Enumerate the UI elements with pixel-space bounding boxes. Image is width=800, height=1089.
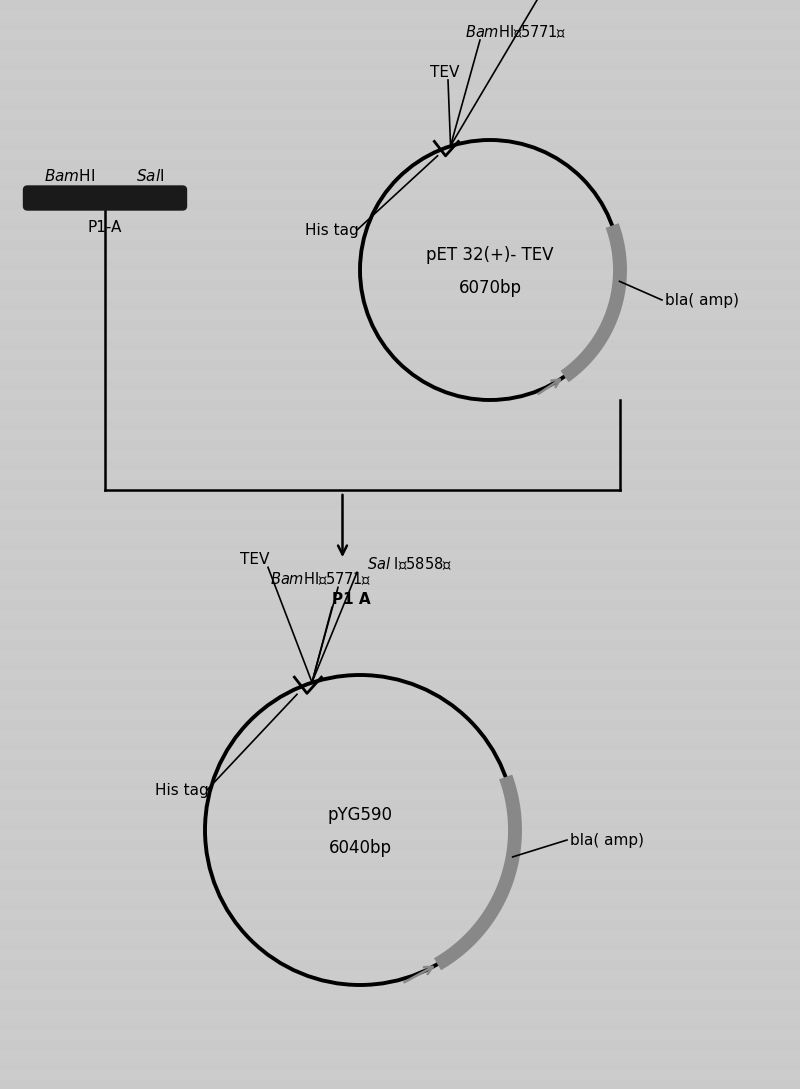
Bar xyxy=(0,79,800,90)
Bar xyxy=(0,600,800,610)
Bar xyxy=(0,1080,800,1089)
Bar xyxy=(0,40,800,50)
Text: His tag: His tag xyxy=(155,783,209,797)
Text: P1 A: P1 A xyxy=(332,592,370,608)
Text: $\mathit{Sal}$ I（5858）: $\mathit{Sal}$ I（5858） xyxy=(367,555,452,573)
Bar xyxy=(0,100,800,110)
Text: bla( amp): bla( amp) xyxy=(665,293,739,307)
Bar xyxy=(0,880,800,890)
Bar xyxy=(0,521,800,530)
Bar xyxy=(0,700,800,710)
Bar xyxy=(0,440,800,450)
Bar xyxy=(0,840,800,851)
Text: P1-A: P1-A xyxy=(88,220,122,235)
Bar xyxy=(0,280,800,290)
Bar xyxy=(0,360,800,370)
Bar xyxy=(0,640,800,650)
Bar xyxy=(0,580,800,590)
Bar xyxy=(0,1020,800,1030)
Bar xyxy=(0,240,800,250)
Bar xyxy=(0,460,800,470)
Text: His tag: His tag xyxy=(305,222,358,237)
Text: TEV: TEV xyxy=(240,552,270,567)
Bar xyxy=(0,660,800,670)
Bar xyxy=(0,380,800,390)
Bar xyxy=(0,980,800,990)
Text: $\mathit{Bam}$HI（5771）: $\mathit{Bam}$HI（5771） xyxy=(270,571,371,587)
Bar xyxy=(0,720,800,730)
Bar xyxy=(0,260,800,270)
Bar xyxy=(0,0,800,10)
Text: $\bf{\mathit{Sal}}$I: $\bf{\mathit{Sal}}$I xyxy=(136,168,164,184)
Bar xyxy=(0,220,800,230)
Bar xyxy=(0,480,800,490)
Bar xyxy=(0,960,800,970)
Bar xyxy=(0,680,800,690)
Text: TEV: TEV xyxy=(430,65,459,79)
Bar xyxy=(0,540,800,550)
Text: $\bf{\mathit{Bam}}$HI: $\bf{\mathit{Bam}}$HI xyxy=(45,168,95,184)
Text: $\mathit{Bam}$HI（5771）: $\mathit{Bam}$HI（5771） xyxy=(465,23,566,40)
Bar xyxy=(0,860,800,870)
Bar xyxy=(0,760,800,770)
FancyBboxPatch shape xyxy=(23,186,186,210)
Text: 6040bp: 6040bp xyxy=(329,839,391,857)
Bar xyxy=(0,420,800,430)
Bar xyxy=(0,1040,800,1050)
Bar xyxy=(0,160,800,170)
Bar xyxy=(0,180,800,189)
Bar xyxy=(0,320,800,330)
Bar xyxy=(0,900,800,910)
Bar xyxy=(0,20,800,30)
Text: 6070bp: 6070bp xyxy=(458,279,522,297)
Bar xyxy=(0,620,800,631)
Bar xyxy=(0,800,800,810)
Bar xyxy=(0,340,800,350)
Bar xyxy=(0,400,800,409)
Bar xyxy=(0,200,800,210)
Bar xyxy=(0,299,800,310)
Bar xyxy=(0,140,800,150)
Bar xyxy=(0,120,800,130)
Bar xyxy=(0,741,800,750)
Bar xyxy=(0,1060,800,1070)
Bar xyxy=(0,60,800,70)
Text: pYG590: pYG590 xyxy=(327,806,393,824)
Bar xyxy=(0,920,800,930)
Bar xyxy=(0,1000,800,1010)
Bar xyxy=(0,500,800,510)
Bar xyxy=(0,560,800,570)
Bar xyxy=(0,820,800,830)
Bar xyxy=(0,780,800,790)
Bar xyxy=(0,940,800,950)
Text: bla( amp): bla( amp) xyxy=(570,832,644,847)
Text: pET 32(+)- TEV: pET 32(+)- TEV xyxy=(426,246,554,264)
